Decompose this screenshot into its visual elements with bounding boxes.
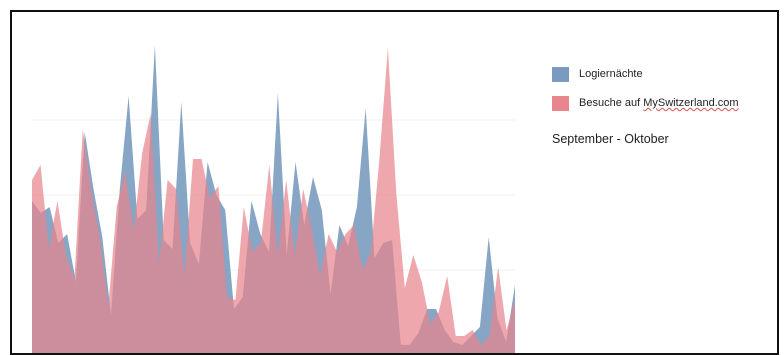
legend-label-besuche: Besuche auf MySwitzerland.com bbox=[579, 97, 739, 109]
legend-item-logiernaechte: Logiernächte bbox=[552, 64, 739, 84]
period-annotation: September - Oktober bbox=[552, 132, 669, 146]
legend-label-besuche-site: MySwitzerland.com bbox=[643, 97, 739, 109]
legend-swatch-logiernaechte bbox=[552, 66, 569, 82]
legend-item-besuche: Besuche auf MySwitzerland.com bbox=[552, 93, 739, 113]
legend: Logiernächte Besuche auf MySwitzerland.c… bbox=[552, 64, 739, 122]
legend-label-besuche-prefix: Besuche auf bbox=[579, 97, 644, 109]
area-series-besuche bbox=[32, 48, 515, 353]
legend-label-logiernaechte: Logiernächte bbox=[579, 68, 643, 80]
chart-frame: Logiernächte Besuche auf MySwitzerland.c… bbox=[10, 10, 779, 355]
chart-plot-area bbox=[32, 45, 515, 353]
legend-swatch-besuche bbox=[552, 95, 569, 111]
